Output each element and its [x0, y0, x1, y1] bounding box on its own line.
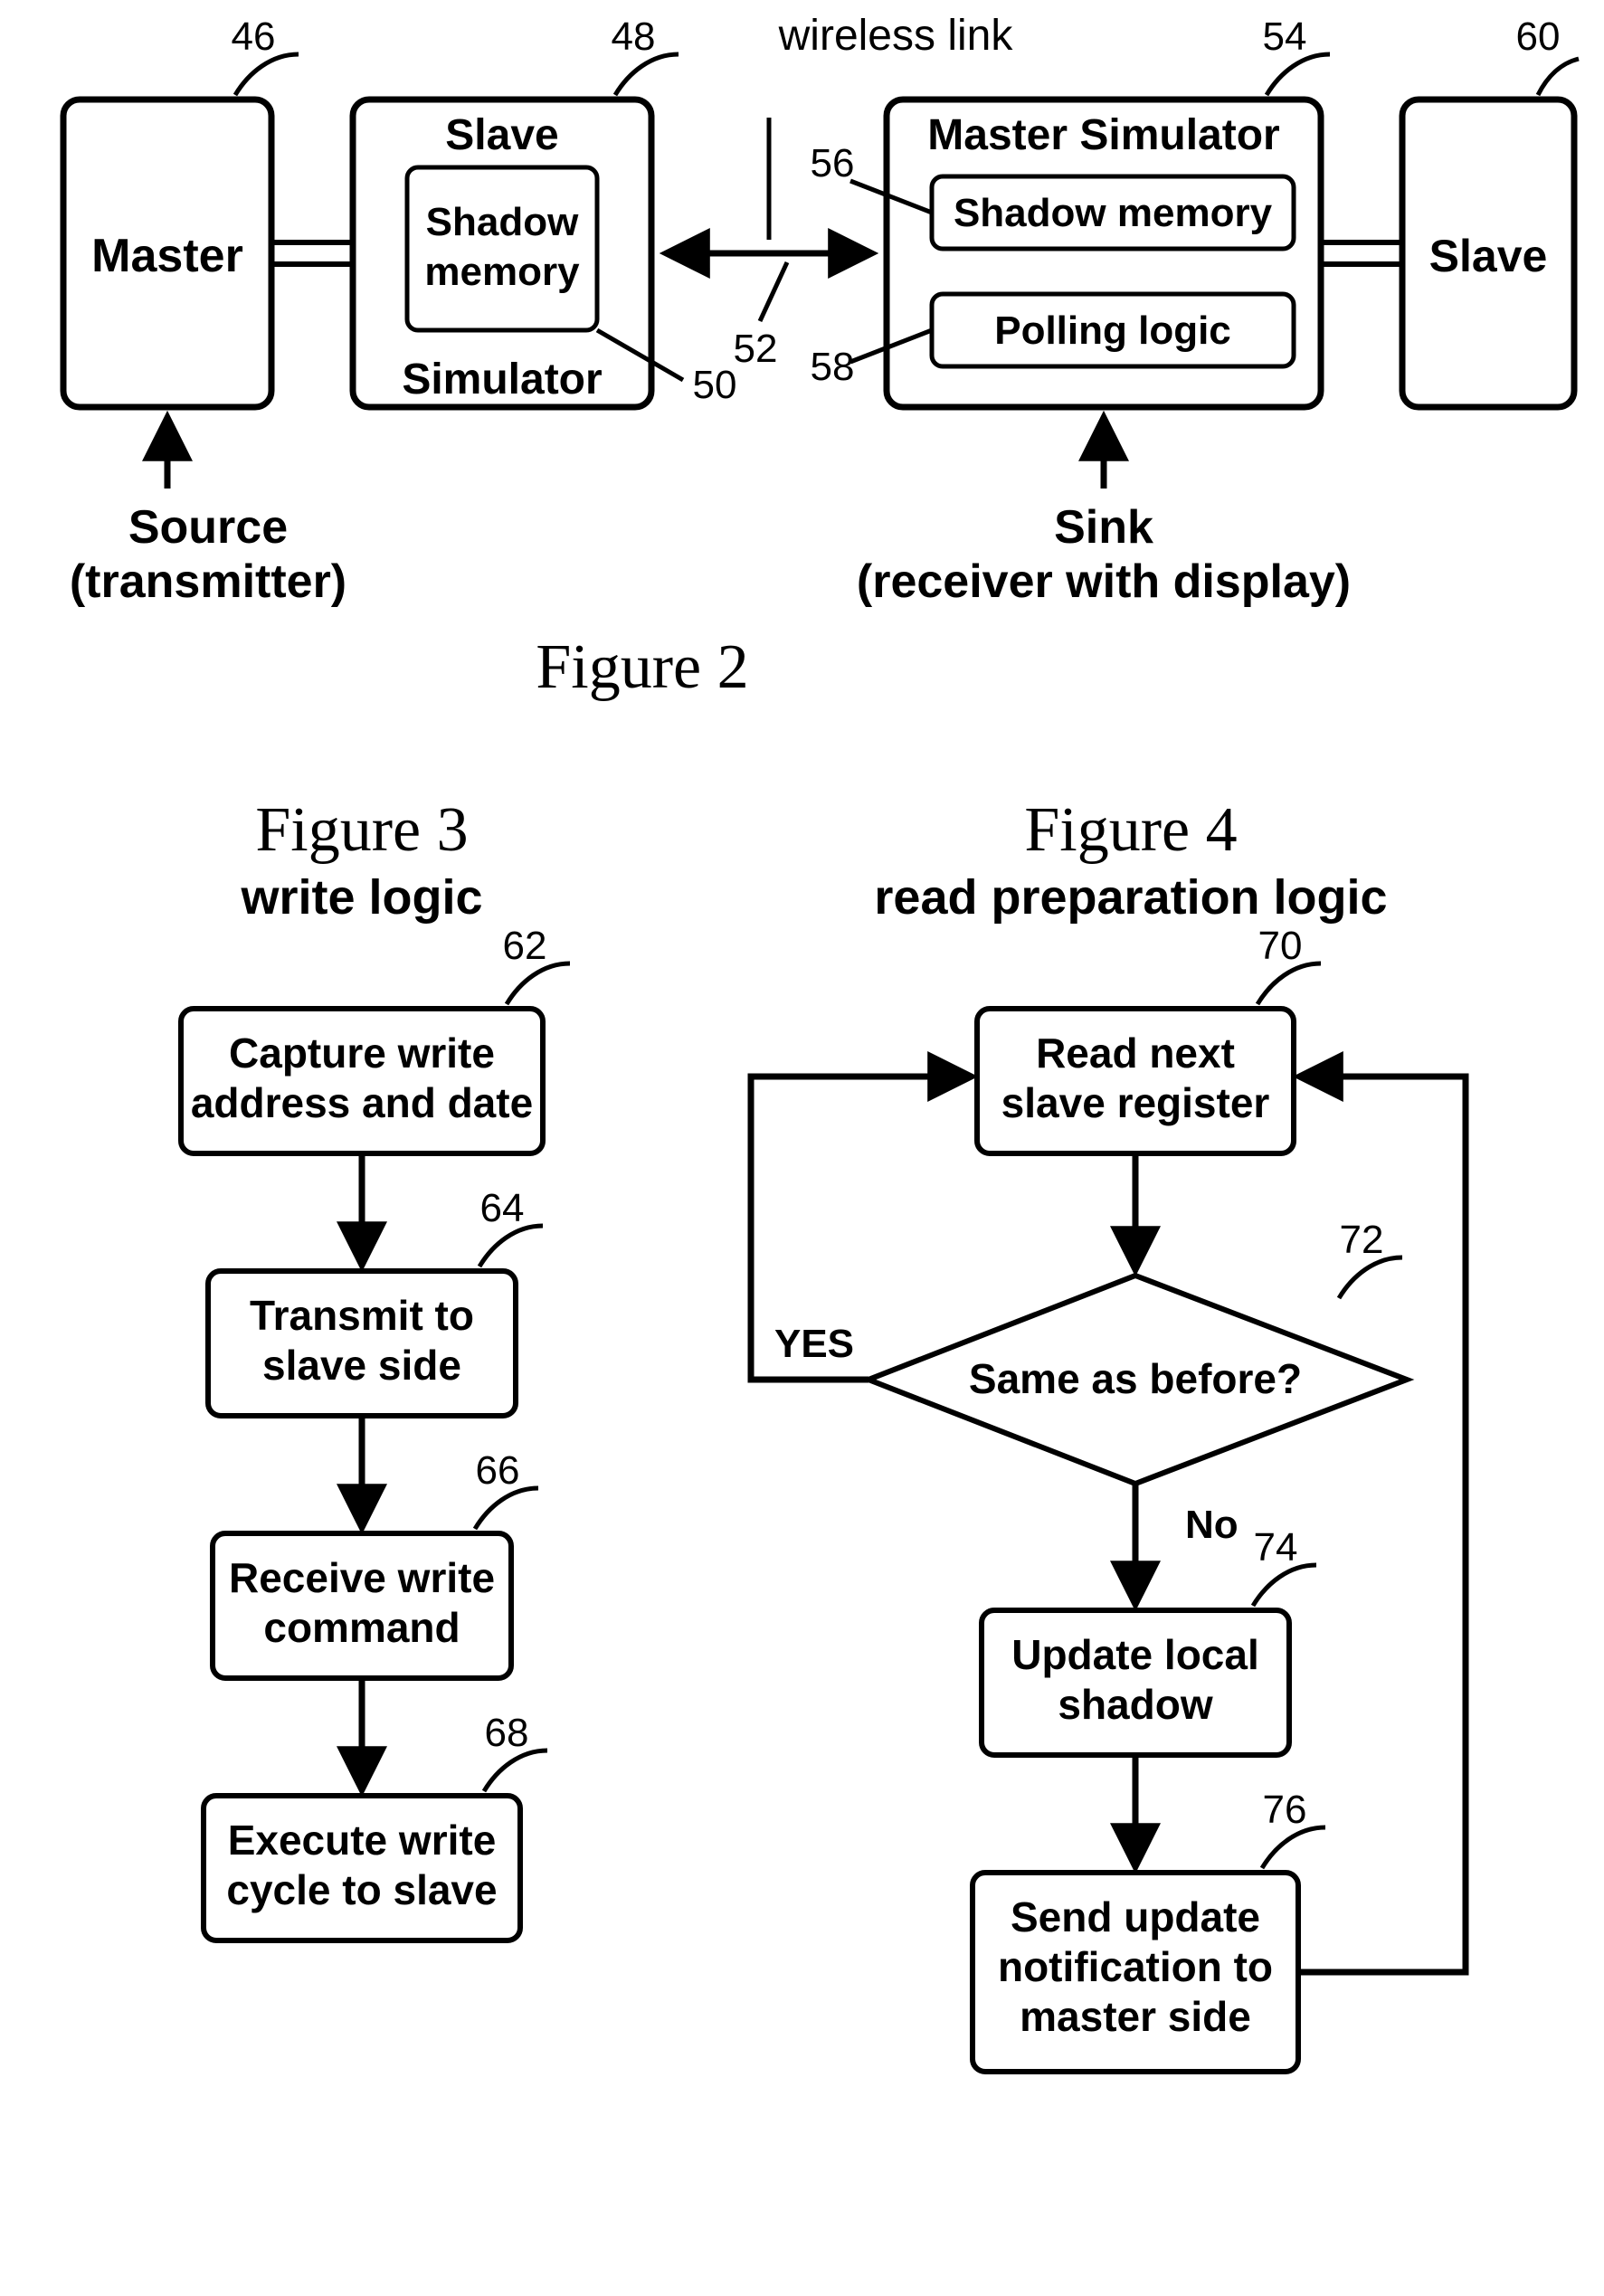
lead-60 [1538, 59, 1579, 95]
fig4-s4-l2: notification to [998, 1943, 1273, 1990]
master-sim-title: Master Simulator [927, 111, 1279, 159]
fig4-d-text: Same as before? [969, 1355, 1302, 1402]
lead-74 [1253, 1565, 1316, 1606]
fig4-title: Figure 4 [1024, 795, 1237, 865]
fig3-s4-l2: cycle to slave [226, 1866, 497, 1913]
fig4-loop-path [1298, 1077, 1466, 1972]
fig3-title: Figure 3 [255, 795, 468, 865]
num-48: 48 [612, 14, 656, 59]
lead-64 [479, 1226, 543, 1267]
num-56: 56 [811, 141, 855, 185]
num-74: 74 [1254, 1525, 1298, 1570]
lead-58 [850, 330, 932, 362]
num-66: 66 [476, 1448, 520, 1493]
lead-72 [1339, 1257, 1402, 1298]
num-62: 62 [503, 924, 547, 968]
slave-box: Slave [1402, 100, 1574, 407]
source-l2: (transmitter) [70, 555, 346, 608]
fig4-s1-l1: Read next [1036, 1029, 1235, 1077]
figure-3: Figure 3 write logic Capture write addre… [181, 795, 570, 1940]
fig4-s4-l3: master side [1020, 1993, 1251, 2040]
wireless-link-label: wireless link [778, 12, 1014, 60]
fig4-no: No [1185, 1503, 1239, 1547]
master-sim-polling: Polling logic [994, 308, 1231, 353]
num-70: 70 [1258, 924, 1303, 968]
lead-52 [760, 262, 787, 321]
fig3-s4-l1: Execute write [228, 1817, 497, 1864]
lead-46 [235, 54, 299, 95]
figure-4: Figure 4 read preparation logic Read nex… [751, 795, 1466, 2072]
num-72: 72 [1340, 1218, 1384, 1262]
slave-sim-bottom: Simulator [402, 356, 602, 403]
num-58: 58 [811, 345, 855, 389]
source-l1: Source [128, 501, 288, 554]
fig3-s1-l2: address and date [191, 1079, 533, 1126]
fig3-s2-l1: Transmit to [250, 1292, 474, 1339]
master-box: Master [63, 100, 271, 407]
lead-66 [475, 1488, 538, 1529]
slave-sim-shadow-box [407, 167, 597, 330]
num-68: 68 [485, 1711, 529, 1755]
fig3-s3-l2: command [263, 1604, 460, 1651]
fig4-subtitle: read preparation logic [874, 870, 1387, 925]
num-50: 50 [693, 363, 737, 407]
fig4-s3-l1: Update local [1011, 1631, 1259, 1678]
master-simulator-box: Master Simulator Shadow memory Polling l… [887, 100, 1321, 407]
num-54: 54 [1263, 14, 1307, 59]
master-sim-shadow: Shadow memory [954, 191, 1273, 235]
slave-sim-shadow-l1: Shadow [426, 200, 579, 244]
fig2-title: Figure 2 [536, 632, 748, 702]
fig3-s2-l2: slave side [262, 1342, 461, 1389]
slave-sim-shadow-l2: memory [424, 250, 580, 294]
lead-62 [507, 963, 570, 1004]
lead-76 [1262, 1827, 1325, 1868]
fig3-subtitle: write logic [240, 870, 482, 925]
lead-54 [1267, 54, 1330, 95]
figure-2: Master 46 Slave Simulator Shadow memory … [63, 12, 1579, 702]
sink-l1: Sink [1054, 501, 1153, 554]
num-46: 46 [232, 14, 276, 59]
fig4-s3-l2: shadow [1058, 1681, 1212, 1728]
fig4-s1-l2: slave register [1001, 1079, 1270, 1126]
master-label: Master [91, 230, 243, 282]
num-64: 64 [480, 1186, 525, 1230]
fig4-yes: YES [774, 1322, 854, 1366]
lead-50 [597, 330, 683, 380]
lead-68 [484, 1750, 547, 1791]
lead-56 [850, 181, 932, 213]
num-76: 76 [1263, 1788, 1307, 1832]
num-52: 52 [734, 327, 778, 371]
slave-sim-top: Slave [445, 111, 558, 159]
sink-l2: (receiver with display) [857, 555, 1351, 608]
fig3-s3-l1: Receive write [229, 1554, 495, 1601]
lead-70 [1258, 963, 1321, 1004]
slave-simulator-box: Slave Simulator Shadow memory [353, 100, 651, 407]
slave-label: Slave [1429, 231, 1548, 281]
fig4-s4-l1: Send update [1011, 1893, 1260, 1940]
num-60: 60 [1516, 14, 1561, 59]
fig3-s1-l1: Capture write [229, 1029, 495, 1077]
lead-48 [615, 54, 679, 95]
